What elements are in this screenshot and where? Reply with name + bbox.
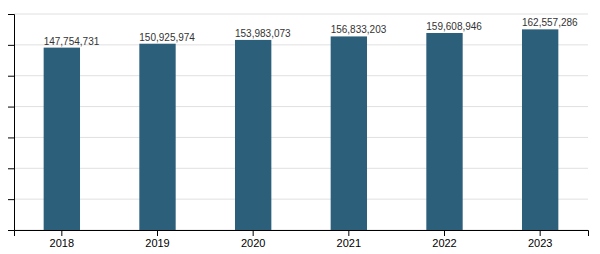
data-labels: 147,754,731 150,925,974 153,983,073 156,833… — [44, 17, 578, 46]
y-tick-mark — [8, 76, 14, 77]
x-axis: 2018 2019 2020 2021 2022 2023 — [15, 230, 589, 249]
y-tick — [8, 168, 14, 169]
bar — [331, 36, 367, 230]
data-label: 150,925,974 — [139, 32, 195, 43]
y-axis — [8, 15, 15, 231]
y-tick-mark — [8, 230, 14, 231]
x-tick-mark — [157, 230, 158, 236]
y-tick-mark — [8, 45, 14, 46]
x-tick-label: 2023 — [528, 237, 552, 249]
y-tick-mark — [8, 14, 14, 15]
grid-line — [14, 137, 588, 138]
y-tick — [8, 107, 14, 108]
x-tick-mark — [348, 230, 349, 236]
bar — [426, 33, 462, 230]
x-tick: 2023 — [528, 230, 552, 249]
grid-line — [14, 75, 588, 76]
y-tick — [8, 137, 14, 138]
y-tick-mark — [8, 168, 14, 169]
grid-line — [14, 44, 588, 45]
x-tick-mark — [61, 230, 62, 236]
chart: 2018 2019 2020 2021 2022 2023 147,754,731 150,9… — [0, 0, 600, 254]
grid-line — [14, 106, 588, 107]
y-axis-line — [8, 15, 15, 231]
x-tick-mark — [444, 230, 445, 236]
y-tick-mark — [8, 199, 14, 200]
x-tick: 2018 — [50, 230, 74, 249]
data-label: 159,608,946 — [426, 21, 482, 32]
x-tick-label: 2019 — [145, 237, 169, 249]
bar — [139, 44, 175, 230]
x-tick: 2021 — [337, 230, 361, 249]
grid-line — [14, 168, 588, 169]
bar — [522, 29, 558, 230]
grid-line — [14, 199, 588, 200]
x-tick-label: 2018 — [50, 237, 74, 249]
x-tick: 2020 — [241, 230, 265, 249]
bar — [235, 40, 271, 230]
y-tick — [8, 14, 14, 15]
x-tick-mark — [540, 230, 541, 236]
bar — [44, 48, 80, 230]
data-label: 147,754,731 — [44, 36, 100, 47]
x-tick-mark — [253, 230, 254, 236]
x-tick-label: 2020 — [241, 237, 265, 249]
x-tick-label: 2022 — [432, 237, 456, 249]
grid-line — [14, 14, 588, 15]
x-axis-line — [15, 231, 589, 237]
x-tick: 2019 — [145, 230, 169, 249]
y-tick-mark — [8, 107, 14, 108]
y-tick — [8, 76, 14, 77]
y-tick-mark — [8, 137, 14, 138]
y-tick — [8, 230, 14, 231]
data-label: 153,983,073 — [235, 28, 291, 39]
bars — [44, 29, 559, 230]
y-tick — [8, 45, 14, 46]
data-label: 162,557,286 — [522, 17, 578, 28]
x-tick: 2022 — [432, 230, 456, 249]
grid — [14, 14, 588, 230]
data-label: 156,833,203 — [331, 24, 387, 35]
x-tick-label: 2021 — [337, 237, 361, 249]
y-tick — [8, 199, 14, 200]
